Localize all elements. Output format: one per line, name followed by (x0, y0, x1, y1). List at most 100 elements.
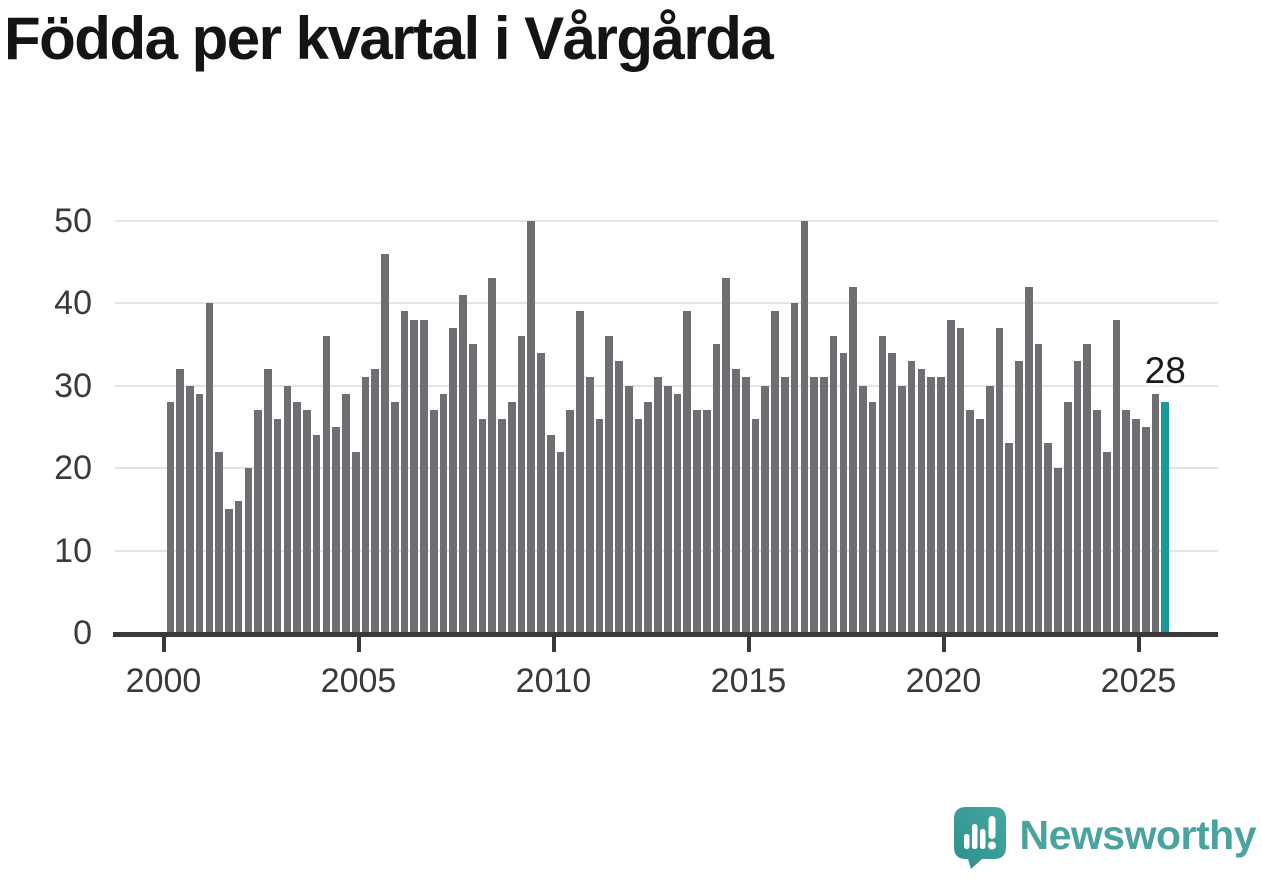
bar (1102, 451, 1111, 633)
bar (849, 286, 857, 633)
bar (683, 311, 692, 633)
bar (361, 377, 370, 633)
x-axis-line (113, 632, 1218, 637)
bar (215, 451, 223, 633)
bar (995, 327, 1004, 633)
bar (468, 344, 477, 633)
bar (1054, 468, 1062, 633)
bar (907, 360, 916, 633)
bar (771, 311, 779, 633)
bar (1063, 402, 1072, 633)
bar (400, 311, 409, 633)
bar (878, 336, 887, 633)
newsworthy-wordmark: Newsworthy (1019, 811, 1257, 858)
bar (615, 360, 623, 633)
bar (898, 385, 906, 633)
bar (693, 410, 701, 633)
y-axis-tick-label: 20 (54, 449, 92, 488)
x-axis-tick-label: 2005 (320, 662, 397, 700)
bar (205, 303, 214, 633)
bar (273, 418, 282, 633)
bar (312, 435, 321, 633)
bar (820, 377, 828, 633)
chart-title: Födda per kvartal i Vårgårda (4, 5, 774, 72)
x-axis-tick (356, 637, 361, 652)
gridline (115, 302, 1218, 305)
bar (556, 451, 565, 633)
bar (741, 377, 750, 633)
bar (956, 327, 965, 633)
bar (868, 402, 877, 633)
bar (225, 509, 233, 633)
bar (371, 369, 380, 633)
bar (937, 377, 945, 633)
bar (410, 319, 419, 633)
bar (390, 402, 399, 633)
bar (1044, 443, 1053, 633)
bar (176, 369, 184, 633)
bar (790, 303, 799, 633)
bar (234, 501, 243, 633)
bar (859, 385, 867, 633)
bar (1083, 344, 1092, 633)
bar (576, 311, 584, 633)
bar (429, 410, 438, 633)
bar (186, 385, 194, 633)
bar (761, 385, 770, 633)
bar (595, 418, 604, 633)
bar (195, 393, 204, 633)
x-axis-tick-label: 2015 (710, 662, 787, 700)
bar (722, 278, 731, 633)
bar (322, 336, 331, 633)
bar (293, 402, 301, 633)
bar (702, 410, 711, 633)
bar (1024, 286, 1033, 633)
x-axis-tick-label: 2010 (515, 662, 592, 700)
bar (303, 410, 311, 633)
bar (946, 319, 955, 633)
bar (927, 377, 935, 633)
bar (917, 369, 926, 633)
bar (1073, 360, 1082, 633)
bar (283, 385, 292, 633)
bar (1132, 418, 1140, 633)
x-axis-tick (941, 637, 946, 652)
x-axis-tick (1136, 637, 1141, 652)
bar (1034, 344, 1043, 633)
y-axis-tick-label: 30 (54, 366, 92, 405)
highlighted-bar-value-label: 28 (1144, 350, 1186, 392)
y-axis-tick-label: 50 (54, 201, 92, 240)
bar (644, 402, 653, 633)
y-axis-tick-label: 40 (54, 284, 92, 323)
bar (488, 278, 497, 633)
bar (712, 344, 721, 633)
bar (527, 220, 536, 633)
bar (585, 377, 594, 633)
bar (624, 385, 633, 633)
bar (264, 369, 272, 633)
bar (381, 253, 389, 633)
x-axis-tick (746, 637, 751, 652)
x-axis-tick (161, 637, 166, 652)
y-axis-tick-label: 10 (54, 531, 92, 570)
bar (605, 336, 614, 633)
bar (1005, 443, 1014, 633)
bar (254, 410, 262, 633)
bar (342, 393, 350, 633)
bar (976, 418, 984, 633)
bar (439, 393, 448, 633)
bar (566, 410, 575, 633)
x-axis-tick-label: 2025 (1100, 662, 1177, 700)
bar (966, 410, 974, 633)
bar (546, 435, 555, 633)
bar (732, 369, 740, 633)
highlighted-bar (1161, 402, 1170, 633)
y-axis-tick-label: 0 (73, 614, 92, 652)
bar (1093, 410, 1101, 633)
bar (166, 402, 175, 633)
bar (663, 385, 672, 633)
bar (829, 336, 838, 633)
bar (478, 418, 487, 633)
bar (244, 468, 253, 633)
